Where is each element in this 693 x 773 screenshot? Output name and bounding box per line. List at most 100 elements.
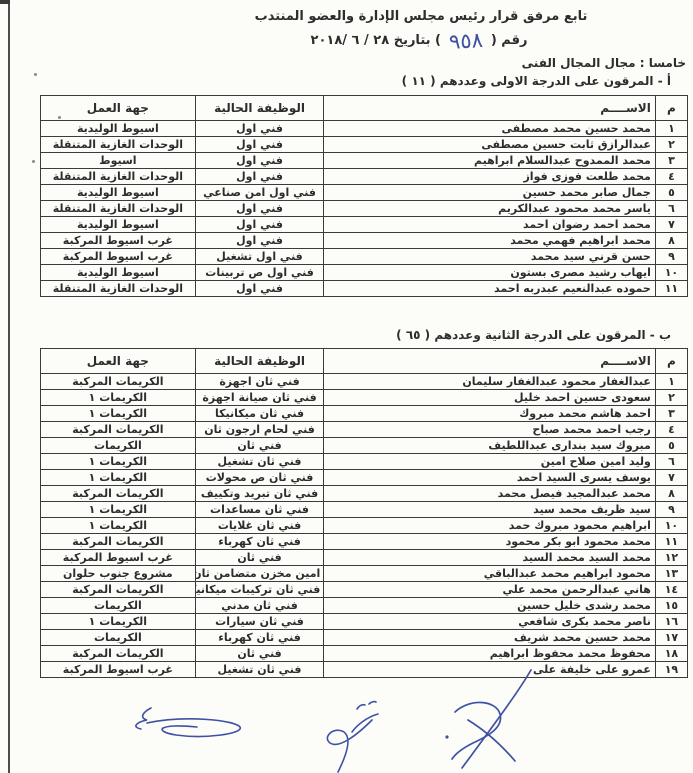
cell-number: ١٤ bbox=[654, 581, 689, 598]
cell-workplace: غرب اسيوط المركبة bbox=[40, 549, 196, 566]
cell-job: امين مخزن متضامن ثان bbox=[194, 565, 325, 582]
cell-workplace: غرب اسيوط المركبة bbox=[40, 248, 196, 265]
cell-name: عمرو على خليفة على bbox=[323, 661, 656, 678]
table-row: ١٧ محمد حسين محمد شريف فني ثان كهرباء الكري… bbox=[40, 629, 689, 646]
handwritten-signature-left bbox=[135, 707, 241, 738]
table-row: ٦ ياسر محمد محمود عبدالكريم فني اول الوحدات… bbox=[40, 200, 689, 217]
scan-speck bbox=[32, 160, 35, 163]
cell-workplace: الكريمات المركبة bbox=[40, 485, 196, 502]
table-row: ١٢ محمد السيد محمد السيد فني ثان غرب اسيوط … bbox=[40, 549, 689, 566]
subsection-b-label: ب - المرقون على الدرجة الثانية وعددهم ( … bbox=[396, 328, 671, 342]
cell-job: فني اول bbox=[194, 232, 325, 249]
cell-name: ابراهيم محمود مبروك حمد bbox=[323, 517, 656, 534]
cell-number: ١٩ bbox=[654, 661, 689, 678]
cell-number: ٦ bbox=[654, 453, 689, 470]
cell-number: ٣ bbox=[654, 152, 689, 169]
table-row: ١١ محمد محمود ابو بكر محمود فني ثان كهرباء… bbox=[40, 533, 689, 550]
table-row: ٧ يوسف يسرى السيد احمد فني ثان ص محولات الك… bbox=[40, 469, 689, 486]
cell-number: ٢ bbox=[654, 389, 689, 406]
decree-date-suffix: ) بتاريخ ٢٨ / ٦ /٢٠١٨ bbox=[310, 33, 441, 48]
table-row: ٦ وليد امين صلاح امين فني ثان تشغيل الكريما… bbox=[40, 453, 689, 470]
table-row: ٨ محمد ابراهيم فهمي محمد فني اول غرب اسيوط … bbox=[40, 232, 689, 249]
cell-workplace: غرب اسيوط المركبة bbox=[40, 232, 196, 249]
cell-job: فني اول bbox=[194, 120, 325, 137]
cell-number: ٣ bbox=[654, 405, 689, 422]
cell-job: فني ثان bbox=[194, 437, 325, 454]
cell-name: محمد الممدوح عبدالسلام ابراهيم bbox=[323, 152, 656, 169]
cell-job: فني اول ص تربينات bbox=[194, 264, 325, 281]
table-row: ٢ سعودى حسين احمد خليل فني ثان صيانة اجهزة… bbox=[40, 389, 689, 406]
table-row: ١ عبدالغفار محمود عبدالغفار سليمان فني ثان… bbox=[40, 373, 689, 390]
cell-workplace: اسيوط الوليدية bbox=[40, 184, 196, 201]
cell-name: سيد ظريف محمد سيد bbox=[323, 501, 656, 518]
cell-job: فني ثان غلايات bbox=[194, 517, 325, 534]
cell-number: ٨ bbox=[654, 485, 689, 502]
cell-name: محفوظ محمد محفوظ ابراهيم bbox=[323, 645, 656, 662]
cell-workplace: اسيوط bbox=[40, 152, 196, 169]
cell-name: محمد السيد محمد السيد bbox=[323, 549, 656, 566]
cell-number: ٥ bbox=[654, 184, 689, 201]
column-header-name: الاســــم bbox=[323, 348, 656, 374]
cell-number: ٧ bbox=[654, 469, 689, 486]
table-row: ١٠ ايهاب رشيد مصرى بستون فني اول ص تربينات… bbox=[40, 264, 689, 281]
column-header-job: الوظيفة الحالية bbox=[194, 348, 325, 374]
cell-number: ١٣ bbox=[654, 565, 689, 582]
cell-job: فني ثان مساعدات bbox=[194, 501, 325, 518]
cell-name: محمد ابراهيم فهمي محمد bbox=[323, 232, 656, 249]
cell-job: فني اول bbox=[194, 216, 325, 233]
cell-name: احمد هاشم محمد مبروك bbox=[323, 405, 656, 422]
cell-number: ٦ bbox=[654, 200, 689, 217]
table-row: ١٥ محمد رشدى خليل حسين فني ثان مدني الكريما… bbox=[40, 597, 689, 614]
cell-job: فني ثان تركيبات ميكانيكية bbox=[194, 581, 325, 598]
cell-job: فني لحام ارجون ثان bbox=[194, 421, 325, 438]
cell-workplace: الكريمات المركبة bbox=[40, 645, 196, 662]
cell-job: فني ثان اجهزة bbox=[194, 373, 325, 390]
cell-job: فني اول امن صناعي bbox=[194, 184, 325, 201]
cell-number: ٥ bbox=[654, 437, 689, 454]
cell-number: ١٨ bbox=[654, 645, 689, 662]
table-row: ١٩ عمرو على خليفة على فني ثان تشغيل غرب اسي… bbox=[40, 661, 689, 678]
section-five-heading: خامسا : مجال المجال الفنى bbox=[521, 56, 686, 70]
cell-name: رجب احمد محمد صباح bbox=[323, 421, 656, 438]
table-row: ٤ محمد طلعت فوزى فواز فني اول الوحدات الغاز… bbox=[40, 168, 689, 185]
cell-workplace: الكريمات ١ bbox=[40, 389, 196, 406]
cell-job: فني ثان bbox=[194, 645, 325, 662]
cell-number: ٨ bbox=[654, 232, 689, 249]
table-row: ٧ محمد احمد رضوان احمد فني اول اسيوط الوليد… bbox=[40, 216, 689, 233]
cell-workplace: مشروع جنوب حلوان bbox=[40, 565, 196, 582]
column-header-number: م bbox=[654, 348, 689, 374]
cell-name: جمال صابر محمد حسين bbox=[323, 184, 656, 201]
table-row: ١٤ هاني عبدالرحمن محمد علي فني ثان تركيبات… bbox=[40, 581, 689, 598]
cell-workplace: الكريمات ١ bbox=[40, 405, 196, 422]
table-row: ١٠ ابراهيم محمود مبروك حمد فني ثان غلايات ا… bbox=[40, 517, 689, 534]
cell-name: محمد حسين محمد شريف bbox=[323, 629, 656, 646]
table-row: ٣ احمد هاشم محمد مبروك فني ثان ميكانيكا الك… bbox=[40, 405, 689, 422]
cell-job: فني ثان bbox=[194, 549, 325, 566]
cell-job: فني ثان ميكانيكا bbox=[194, 405, 325, 422]
cell-job: فني اول bbox=[194, 152, 325, 169]
cell-workplace: الكريمات المركبة bbox=[40, 581, 196, 598]
table-row: ٣ محمد الممدوح عبدالسلام ابراهيم فني اول اس… bbox=[40, 152, 689, 169]
cell-job: فني اول تشغيل bbox=[194, 248, 325, 265]
cell-workplace: اسيوط الوليدية bbox=[40, 120, 196, 137]
cell-job: فني ثان سيارات bbox=[194, 613, 325, 630]
cell-workplace: اسيوط الوليدية bbox=[40, 216, 196, 233]
cell-workplace: الكريمات المركبة bbox=[40, 421, 196, 438]
cell-number: ١٠ bbox=[654, 517, 689, 534]
table-row: ٩ حسن قرني سيد محمد فني اول تشغيل غرب اسيوط… bbox=[40, 248, 689, 265]
cell-number: ١٠ bbox=[654, 264, 689, 281]
column-header-workplace: جهة العمل bbox=[40, 95, 196, 121]
cell-workplace: الكريمات ١ bbox=[40, 501, 196, 518]
cell-job: فني ثان ص محولات bbox=[194, 469, 325, 486]
cell-job: فني ثان صيانة اجهزة bbox=[194, 389, 325, 406]
table-row: ٩ سيد ظريف محمد سيد فني ثان مساعدات الكريما… bbox=[40, 501, 689, 518]
cell-workplace: الكريمات المركبة bbox=[40, 373, 196, 390]
cell-workplace: الوحدات الغازية المتنقلة bbox=[40, 168, 196, 185]
cell-name: مبروك سيد بندارى عبداللطيف bbox=[323, 437, 656, 454]
scan-corner-artifact bbox=[0, 0, 10, 4]
cell-name: عبدالغفار محمود عبدالغفار سليمان bbox=[323, 373, 656, 390]
table-row: ١١ حموده عبدالنعيم عبدربه احمد فني اول الوح… bbox=[40, 280, 689, 297]
cell-name: محمد حسين محمد مصطفى bbox=[323, 120, 656, 137]
handwritten-signature-middle bbox=[326, 700, 379, 773]
